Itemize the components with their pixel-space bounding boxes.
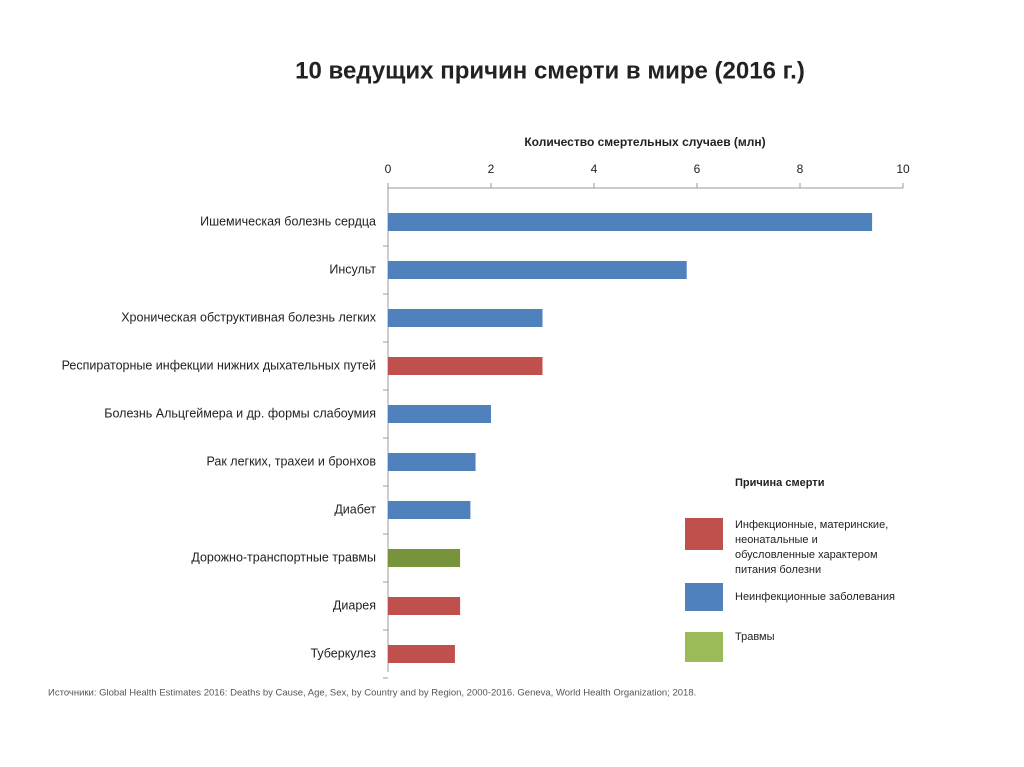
y-tick-label: Инсульт [329,262,376,276]
y-tick-label: Респираторные инфекции нижних дыхательны… [62,358,376,372]
chart-title: 10 ведущих причин смерти в мире (2016 г.… [295,57,805,84]
bar [388,261,687,279]
legend-label: Инфекционные, материнские, неонатальные … [735,519,889,576]
y-tick-label: Болезнь Альцгеймера и др. формы слабоуми… [104,406,376,420]
legend-title: Причина смерти [735,477,824,489]
x-tick-label: 2 [488,162,495,176]
x-tick-label: 8 [797,162,804,176]
bar [388,405,491,423]
bar [388,213,873,231]
x-tick-label: 10 [896,162,910,176]
bar [388,597,461,615]
bar [388,357,543,375]
bar [388,645,455,663]
bar [388,309,543,327]
x-tick-label: 6 [694,162,701,176]
x-tick-label: 0 [385,162,392,176]
y-tick-label: Рак легких, трахеи и бронхов [206,454,376,468]
y-tick-label: Диабет [334,502,376,516]
bar [388,549,461,567]
bar [388,501,471,519]
legend-label: Травмы [735,631,775,643]
y-tick-label: Ишемическая болезнь сердца [200,214,376,228]
source-note: Источники: Global Health Estimates 2016:… [48,688,696,699]
x-tick-label: 4 [591,162,598,176]
legend-swatch [685,518,723,550]
bar [388,453,476,471]
y-tick-label: Хроническая обструктивная болезнь легких [121,310,377,324]
y-tick-label: Дорожно-транспортные травмы [191,550,376,564]
x-axis-title: Количество смертельных случаев (млн) [524,135,765,149]
y-tick-label: Туберкулез [310,646,376,660]
legend-swatch [685,583,723,611]
legend-label: Неинфекционные заболевания [735,591,895,603]
legend-swatch [685,632,723,662]
y-tick-label: Диарея [333,598,376,612]
